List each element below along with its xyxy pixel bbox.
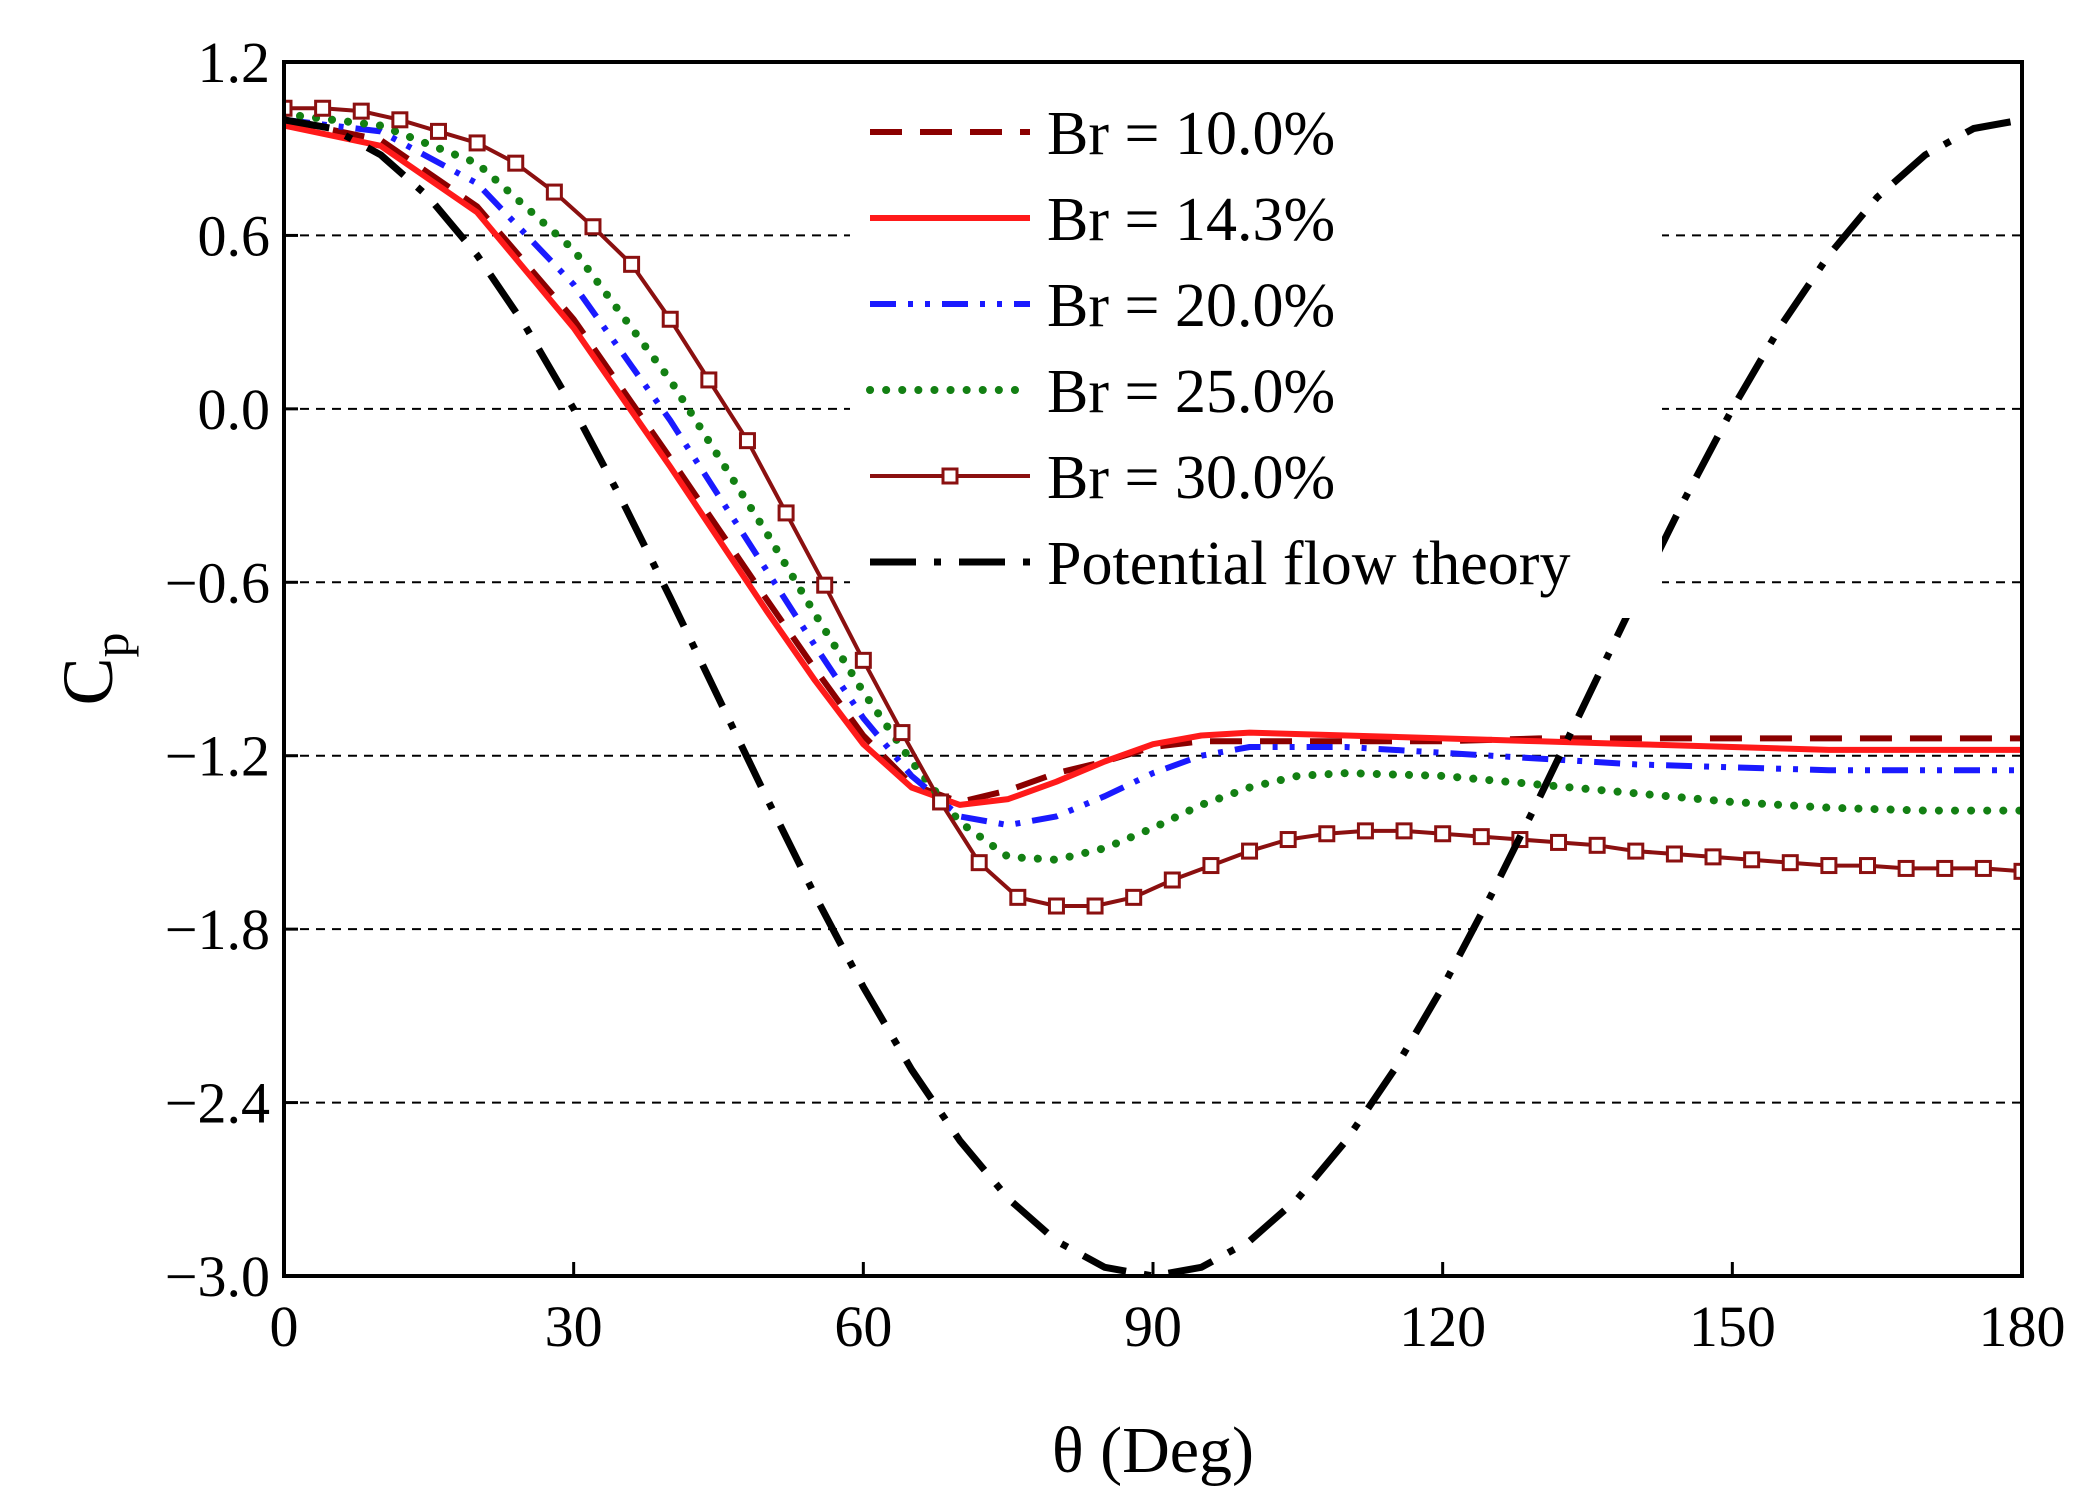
series-br-20-0 bbox=[284, 116, 2022, 829]
marker-br-30-0-37 bbox=[1704, 848, 1722, 866]
legend-label-potential-flow-theory: Potential flow theory bbox=[1047, 530, 1570, 598]
marker-br-30-0-35 bbox=[1627, 842, 1645, 860]
y-axis-title-sub: p bbox=[83, 632, 139, 657]
marker-br-30-0-29 bbox=[1395, 822, 1413, 840]
marker-br-30-0-19 bbox=[1009, 888, 1027, 906]
legend-item-br-30-0: Br = 30.0% bbox=[870, 444, 1335, 512]
legend-label-br-10-0: Br = 10.0% bbox=[1047, 100, 1335, 168]
y-tick-label-1: 0.6 bbox=[198, 203, 271, 268]
marker-br-30-0-41 bbox=[1859, 857, 1877, 875]
marker-br-30-0-26 bbox=[1279, 831, 1297, 849]
legend-label-br-14-3: Br = 14.3% bbox=[1047, 186, 1335, 254]
series-potential-flow-theory bbox=[284, 116, 2022, 1276]
y-tick-label-3: −0.6 bbox=[165, 550, 270, 615]
marker-br-30-0-30 bbox=[1434, 825, 1452, 843]
y-tick-label-5: −1.8 bbox=[165, 897, 270, 962]
series-line-br-14-3 bbox=[284, 122, 2022, 808]
x-tick-label-4: 120 bbox=[1399, 1294, 1486, 1359]
marker-br-30-0-27 bbox=[1318, 825, 1336, 843]
legend-item-potential-flow-theory: Potential flow theory bbox=[870, 530, 1570, 598]
marker-br-30-0-28 bbox=[1356, 822, 1374, 840]
legend-label-br-25-0: Br = 25.0% bbox=[1047, 358, 1335, 426]
series-br-30-0 bbox=[284, 99, 2022, 915]
series-line-br-20-0 bbox=[284, 116, 2022, 829]
marker-br-30-0-6 bbox=[507, 154, 525, 172]
series-line-br-30-0 bbox=[284, 106, 2022, 908]
x-tick-label-5: 150 bbox=[1689, 1294, 1776, 1359]
y-tick-label-2: 0.0 bbox=[198, 377, 271, 442]
marker-br-30-0-16 bbox=[893, 724, 911, 742]
marker-br-30-0-21 bbox=[1086, 897, 1104, 915]
marker-br-30-0-5 bbox=[468, 134, 486, 152]
marker-br-30-0-14 bbox=[816, 576, 834, 594]
legend-item-br-10-0: Br = 10.0% bbox=[870, 100, 1335, 168]
series-br-25-0 bbox=[284, 110, 2022, 864]
marker-br-30-0-11 bbox=[700, 371, 718, 389]
marker-br-30-0-33 bbox=[1550, 833, 1568, 851]
marker-br-30-0-8 bbox=[584, 218, 602, 236]
marker-br-30-0-1 bbox=[314, 99, 332, 117]
legend-marker-br-30-0 bbox=[941, 467, 959, 485]
marker-br-30-0-45 bbox=[2013, 862, 2022, 880]
y-tick-label-6: −2.4 bbox=[165, 1071, 270, 1136]
legend-item-br-25-0: Br = 25.0% bbox=[866, 358, 1335, 426]
y-axis-title: Cp bbox=[48, 632, 139, 705]
marker-br-30-0-20 bbox=[1047, 897, 1065, 915]
svg-text:Cp: Cp bbox=[48, 632, 139, 705]
marker-br-30-0-34 bbox=[1588, 836, 1606, 854]
legend: Br = 10.0% Br = 14.3% Br = 20.0% Br = 25.0%… bbox=[850, 78, 1662, 618]
marker-br-30-0-12 bbox=[738, 432, 756, 450]
marker-br-30-0-24 bbox=[1202, 857, 1220, 875]
marker-br-30-0-44 bbox=[1974, 859, 1992, 877]
marker-br-30-0-22 bbox=[1125, 888, 1143, 906]
marker-br-30-0-23 bbox=[1163, 871, 1181, 889]
marker-br-30-0-2 bbox=[352, 102, 370, 120]
marker-br-30-0-25 bbox=[1241, 842, 1259, 860]
marker-br-30-0-31 bbox=[1472, 828, 1490, 846]
marker-br-30-0-40 bbox=[1820, 857, 1838, 875]
legend-label-br-30-0: Br = 30.0% bbox=[1047, 444, 1335, 512]
marker-br-30-0-43 bbox=[1936, 859, 1954, 877]
series-br-14-3 bbox=[284, 122, 2022, 808]
x-tick-label-1: 30 bbox=[545, 1294, 603, 1359]
x-tick-label-2: 60 bbox=[834, 1294, 892, 1359]
marker-br-30-0-15 bbox=[854, 651, 872, 669]
marker-br-30-0-0 bbox=[284, 99, 293, 117]
legend-background bbox=[850, 78, 1662, 618]
series-line-br-25-0 bbox=[284, 110, 2022, 864]
marker-br-30-0-9 bbox=[623, 255, 641, 273]
x-tick-label-3: 90 bbox=[1124, 1294, 1182, 1359]
marker-br-30-0-17 bbox=[932, 793, 950, 811]
x-tick-label-0: 0 bbox=[270, 1294, 299, 1359]
marker-br-30-0-3 bbox=[391, 111, 409, 129]
marker-br-30-0-42 bbox=[1897, 859, 1915, 877]
y-axis-title-main: C bbox=[48, 657, 128, 705]
marker-br-30-0-7 bbox=[545, 183, 563, 201]
y-tick-label-0: 1.2 bbox=[198, 30, 271, 95]
series-line-potential-flow-theory bbox=[284, 116, 2022, 1276]
marker-br-30-0-4 bbox=[429, 122, 447, 140]
legend-label-br-20-0: Br = 20.0% bbox=[1047, 272, 1335, 340]
legend-item-br-20-0: Br = 20.0% bbox=[870, 272, 1335, 340]
marker-br-30-0-10 bbox=[661, 310, 679, 328]
x-tick-label-6: 180 bbox=[1979, 1294, 2066, 1359]
y-tick-label-4: −1.2 bbox=[165, 724, 270, 789]
x-axis-title: θ (Deg) bbox=[1052, 1414, 1254, 1487]
legend-item-br-14-3: Br = 14.3% bbox=[870, 186, 1335, 254]
series-layer bbox=[284, 99, 2022, 1276]
axis-ticks: 0 30 60 90 120 150 180 1.2 0.6 0.0 −0.6 −1.2 −1.8 −2.… bbox=[165, 30, 2066, 1359]
marker-br-30-0-13 bbox=[777, 504, 795, 522]
marker-br-30-0-39 bbox=[1781, 854, 1799, 872]
marker-br-30-0-18 bbox=[970, 854, 988, 872]
marker-br-30-0-38 bbox=[1743, 851, 1761, 869]
marker-br-30-0-36 bbox=[1665, 845, 1683, 863]
y-tick-label-7: −3.0 bbox=[165, 1244, 270, 1309]
series-line-br-10-0 bbox=[284, 116, 2022, 805]
series-br-10-0 bbox=[284, 116, 2022, 805]
